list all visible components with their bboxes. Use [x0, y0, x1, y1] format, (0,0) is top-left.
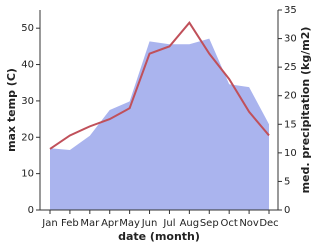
y2-tick-label: 15 [284, 119, 297, 130]
x-tick-label: Jul [162, 218, 175, 229]
x-tick-label: May [119, 218, 140, 229]
x-tick-label: Apr [101, 218, 119, 229]
y-tick-label: 10 [21, 169, 34, 180]
x-tick-label: Jun [141, 218, 158, 229]
y-tick-label: 40 [21, 60, 34, 71]
y-tick-label: 30 [21, 96, 34, 107]
y-tick-label: 50 [21, 23, 34, 34]
y2-tick-label: 20 [284, 91, 297, 102]
x-tick-label: Feb [61, 218, 79, 229]
y2-tick-label: 30 [284, 34, 297, 45]
x-tick-label: Jan [41, 218, 57, 229]
x-tick-label: Sep [200, 218, 219, 229]
y-axis-label: max temp (C) [5, 68, 18, 152]
x-tick-label: Oct [221, 218, 238, 229]
temperature-line [49, 21, 270, 150]
y-tick-label: 0 [28, 205, 34, 216]
y-tick-label: 20 [21, 132, 34, 143]
y2-axis-label: med. precipitation (kg/m2) [299, 27, 312, 194]
y2-tick-label: 25 [284, 62, 297, 73]
x-tick-label: Aug [180, 218, 200, 229]
x-axis-label: date (month) [118, 230, 200, 243]
x-tick-label: Dec [259, 218, 278, 229]
y2-tick-label: 35 [284, 5, 297, 16]
precipitation-area [50, 38, 269, 211]
x-tick-label: Mar [80, 218, 100, 229]
y2-tick-label: 5 [284, 176, 290, 187]
x-tick-label: Nov [239, 218, 259, 229]
y2-tick-label: 0 [284, 205, 290, 216]
y2-tick-label: 10 [284, 148, 297, 159]
